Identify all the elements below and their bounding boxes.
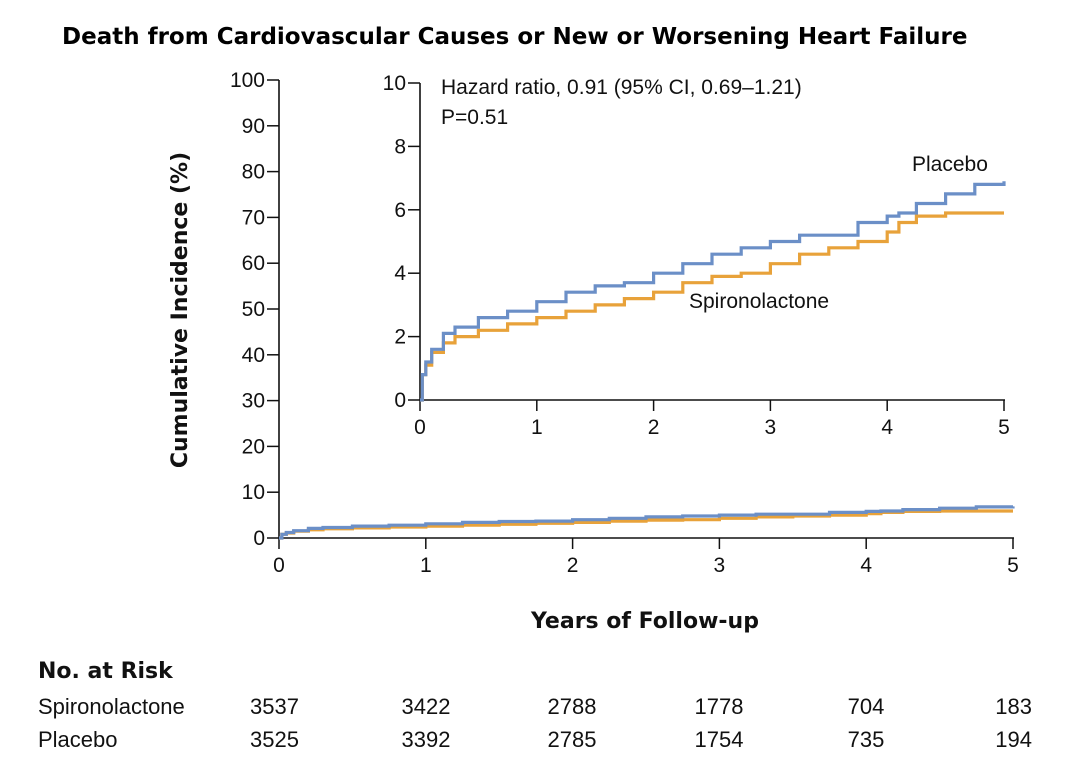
chart-title: Death from Cardiovascular Causes or New … [62, 24, 968, 50]
main-y-tick-label: 20 [242, 435, 265, 458]
main-y-tick-label: 100 [230, 69, 265, 92]
main-y-tick-label: 0 [253, 527, 265, 550]
main-y-tick-label: 90 [242, 115, 265, 138]
inset-placebo-line [420, 181, 1006, 402]
inset-y-tick-label: 0 [394, 389, 406, 412]
main-y-tick-label: 50 [242, 298, 265, 321]
risk-value-spironolactone-3: 1778 [695, 694, 744, 719]
main-x-tick-label: 5 [1007, 554, 1019, 577]
inset-x-tick-label: 4 [881, 416, 893, 439]
main-y-tick-label: 70 [242, 206, 265, 229]
inset-plot-area [420, 181, 1006, 402]
main-x-tick-label: 1 [420, 554, 432, 577]
inset-y-tick-label: 6 [394, 199, 406, 222]
main-y-tick-label: 30 [242, 390, 265, 413]
main-x-tick-label: 0 [273, 554, 285, 577]
risk-value-spironolactone-4: 704 [848, 694, 885, 719]
risk-value-placebo-1: 3392 [402, 727, 451, 752]
inset-x-tick-label: 1 [531, 416, 543, 439]
inset-y-tick-label: 10 [383, 72, 406, 95]
risk-value-placebo-5: 194 [995, 727, 1032, 752]
main-x-tick-label: 2 [567, 554, 579, 577]
risk-table-values: 3537 3422 2788 1778 704 183 3525 3392 2785 1754 73… [250, 694, 1032, 752]
hazard-ratio-annotation: Hazard ratio, 0.91 (95% CI, 0.69–1.21) [441, 76, 802, 99]
inset-y-tick-label: 4 [394, 262, 406, 285]
risk-value-placebo-3: 1754 [695, 727, 744, 752]
risk-value-spironolactone-2: 2788 [548, 694, 597, 719]
x-axis-label: Years of Follow-up [530, 609, 759, 634]
spironolactone-series-label: Spironolactone [689, 290, 829, 313]
inset-x-tick-label: 5 [998, 416, 1010, 439]
risk-value-spironolactone-5: 183 [995, 694, 1032, 719]
risk-row-label-placebo: Placebo [38, 727, 118, 752]
risk-value-placebo-2: 2785 [548, 727, 597, 752]
placebo-series-label: Placebo [912, 153, 988, 176]
inset-y-tick-label: 2 [394, 326, 406, 349]
main-placebo-line [279, 505, 1015, 540]
main-plot-area [279, 505, 1015, 540]
main-y-tick-label: 80 [242, 161, 265, 184]
main-y-tick-label: 10 [242, 481, 265, 504]
inset-axes: 0 2 4 6 8 10 0 1 2 3 4 5 [383, 72, 1010, 439]
y-axis-label: Cumulative Incidence (%) [168, 152, 193, 468]
p-value-annotation: P=0.51 [441, 106, 508, 129]
main-y-tick-label: 40 [242, 344, 265, 367]
inset-x-tick-label: 0 [414, 416, 426, 439]
inset-x-tick-label: 2 [648, 416, 660, 439]
risk-value-spironolactone-0: 3537 [250, 694, 299, 719]
risk-value-placebo-4: 735 [848, 727, 885, 752]
main-x-tick-label: 3 [714, 554, 726, 577]
risk-table-title: No. at Risk [38, 659, 174, 684]
inset-x-tick-label: 3 [765, 416, 777, 439]
risk-row-label-spironolactone: Spironolactone [38, 694, 185, 719]
main-y-tick-label: 60 [242, 252, 265, 275]
risk-value-placebo-0: 3525 [250, 727, 299, 752]
inset-y-tick-label: 8 [394, 135, 406, 158]
risk-value-spironolactone-1: 3422 [402, 694, 451, 719]
main-x-tick-label: 4 [860, 554, 872, 577]
